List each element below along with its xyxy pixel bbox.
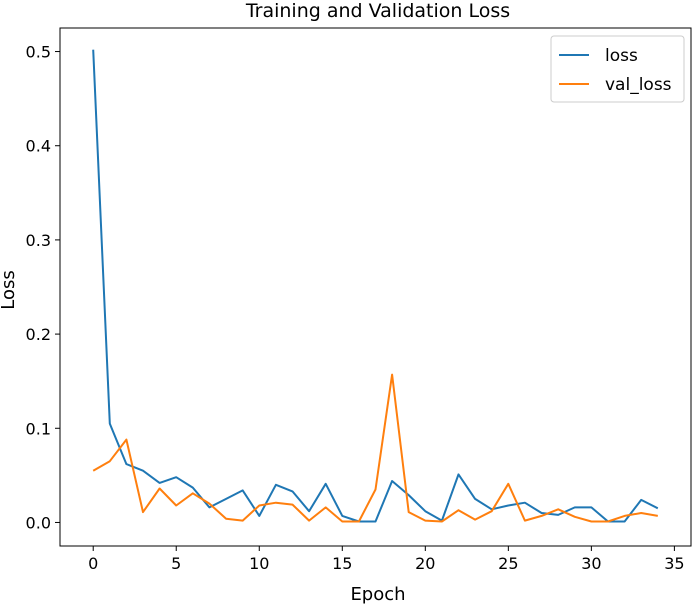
legend-label-loss: loss bbox=[605, 46, 638, 66]
x-axis: 0 5 10 15 20 25 30 35 bbox=[88, 546, 685, 573]
series-line-loss bbox=[92, 49, 659, 523]
legend-box bbox=[550, 35, 685, 103]
y-axis-label: Loss bbox=[0, 270, 19, 309]
x-tick-label: 35 bbox=[664, 554, 684, 573]
x-tick-label: 20 bbox=[415, 554, 435, 573]
series-layer bbox=[92, 49, 659, 523]
legend-label-val-loss: val_loss bbox=[605, 75, 672, 95]
y-tick-label: 0.4 bbox=[26, 137, 51, 156]
y-axis: 0.0 0.1 0.2 0.3 0.4 0.5 bbox=[26, 43, 60, 532]
y-tick-label: 0.0 bbox=[26, 513, 51, 532]
x-tick-label: 5 bbox=[171, 554, 181, 573]
x-tick-label: 30 bbox=[581, 554, 601, 573]
y-tick-label: 0.1 bbox=[26, 419, 51, 438]
series-line-val-loss bbox=[92, 373, 658, 523]
x-tick-label: 0 bbox=[88, 554, 98, 573]
y-tick-label: 0.5 bbox=[26, 43, 51, 62]
x-tick-label: 25 bbox=[498, 554, 518, 573]
chart-title: Training and Validation Loss bbox=[245, 0, 510, 22]
y-tick-label: 0.3 bbox=[26, 231, 51, 250]
axes-frame bbox=[59, 27, 692, 547]
x-tick-label: 10 bbox=[249, 554, 269, 573]
y-tick-label: 0.2 bbox=[26, 325, 51, 344]
x-tick-label: 15 bbox=[332, 554, 352, 573]
legend: loss val_loss bbox=[550, 35, 685, 103]
x-axis-label: Epoch bbox=[350, 584, 405, 605]
